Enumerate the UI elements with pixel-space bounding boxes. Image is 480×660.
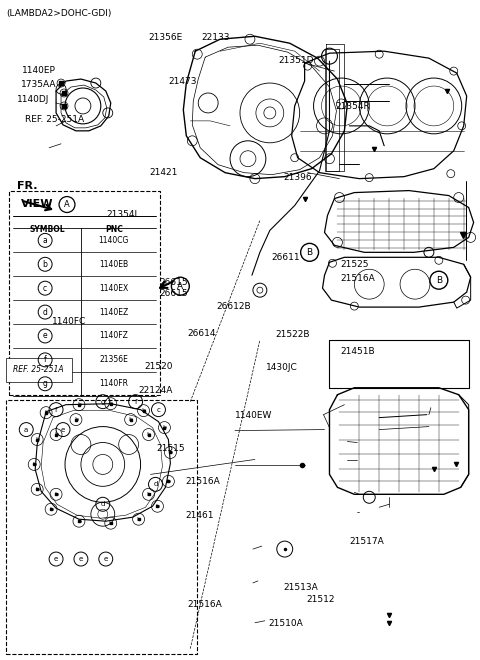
Text: (LAMBDA2>DOHC-GDI): (LAMBDA2>DOHC-GDI): [6, 9, 112, 18]
Text: 1735AA: 1735AA: [21, 81, 56, 89]
Text: b: b: [74, 417, 78, 422]
Text: f: f: [44, 355, 47, 364]
Text: 21451B: 21451B: [340, 346, 375, 356]
FancyBboxPatch shape: [9, 191, 160, 395]
Text: 21396: 21396: [283, 173, 312, 182]
Text: 26615: 26615: [159, 277, 188, 286]
Text: b: b: [54, 492, 58, 497]
Text: 26611: 26611: [271, 253, 300, 262]
Text: b: b: [146, 492, 151, 497]
Text: d: d: [101, 501, 105, 508]
Text: b: b: [43, 260, 48, 269]
Text: e: e: [54, 556, 58, 562]
Text: 1140FR: 1140FR: [99, 379, 128, 388]
Text: b: b: [77, 519, 81, 523]
Text: 21520: 21520: [144, 362, 173, 371]
Text: 21354L: 21354L: [107, 211, 140, 220]
Text: c: c: [43, 284, 47, 292]
Text: g: g: [101, 399, 105, 405]
Text: b: b: [54, 432, 58, 437]
Text: REF. 25-251A: REF. 25-251A: [25, 115, 84, 124]
Text: b: b: [146, 432, 151, 437]
Text: e: e: [104, 556, 108, 562]
Text: REF. 25-251A: REF. 25-251A: [13, 366, 64, 374]
Text: 1140EX: 1140EX: [99, 284, 128, 292]
Text: B: B: [436, 276, 442, 284]
Text: b: b: [162, 425, 167, 430]
Text: 1140FZ: 1140FZ: [99, 331, 128, 341]
Text: e: e: [43, 331, 48, 341]
Text: PNC: PNC: [105, 226, 123, 234]
Text: 21522B: 21522B: [276, 330, 310, 339]
Text: b: b: [49, 507, 53, 512]
Text: b: b: [167, 479, 170, 484]
Text: A: A: [177, 282, 183, 290]
Text: 21356E: 21356E: [99, 355, 128, 364]
Text: b: b: [156, 504, 159, 509]
Text: 21513A: 21513A: [283, 583, 318, 592]
Text: 1140EW: 1140EW: [235, 411, 273, 420]
Text: b: b: [109, 521, 113, 525]
Text: b: b: [129, 417, 132, 422]
Text: 21516A: 21516A: [188, 600, 222, 609]
Text: B: B: [307, 248, 312, 257]
Text: c: c: [156, 407, 160, 412]
Text: 22124A: 22124A: [139, 386, 173, 395]
Text: b: b: [35, 437, 39, 442]
Text: b: b: [142, 408, 145, 413]
Text: 1140FC: 1140FC: [51, 317, 86, 326]
Text: f: f: [134, 399, 137, 405]
Text: b: b: [35, 487, 39, 492]
Text: 21473: 21473: [168, 77, 197, 86]
Text: g: g: [43, 379, 48, 388]
Text: 26614: 26614: [188, 329, 216, 338]
Text: 21510A: 21510A: [269, 619, 303, 628]
Text: b: b: [32, 462, 36, 467]
Text: d: d: [153, 481, 157, 487]
Text: 1140DJ: 1140DJ: [17, 95, 49, 104]
Text: 1140EZ: 1140EZ: [99, 308, 128, 317]
Text: FR.: FR.: [17, 181, 38, 191]
Text: e: e: [79, 556, 83, 562]
Text: e: e: [61, 426, 65, 432]
Text: 21351D: 21351D: [278, 56, 313, 65]
Text: 21517A: 21517A: [350, 537, 384, 546]
Text: 1140EP: 1140EP: [23, 66, 56, 75]
FancyBboxPatch shape: [6, 400, 197, 653]
Text: VIEW: VIEW: [21, 199, 54, 209]
Text: A: A: [64, 200, 70, 209]
Text: 21516A: 21516A: [340, 275, 375, 283]
Text: a: a: [24, 426, 28, 432]
Text: b: b: [109, 401, 113, 406]
Text: a: a: [43, 236, 48, 245]
Text: 22133: 22133: [202, 33, 230, 42]
Text: 21516A: 21516A: [185, 477, 220, 486]
Text: 26615: 26615: [159, 289, 188, 298]
Text: b: b: [137, 517, 141, 521]
Text: 1140EB: 1140EB: [99, 260, 128, 269]
Text: d: d: [43, 308, 48, 317]
Text: SYMBOL: SYMBOL: [29, 226, 65, 234]
Text: 21461: 21461: [185, 511, 214, 520]
Text: 21512: 21512: [307, 595, 336, 604]
Text: b: b: [168, 450, 172, 455]
Text: 21356E: 21356E: [148, 33, 183, 42]
Text: 21421: 21421: [149, 168, 178, 177]
Text: b: b: [77, 402, 81, 407]
Text: 21354R: 21354R: [336, 102, 370, 111]
Text: 21525: 21525: [340, 260, 369, 269]
Text: f: f: [55, 407, 57, 412]
Text: 21515: 21515: [156, 444, 185, 453]
Text: b: b: [44, 410, 48, 415]
Text: 1430JC: 1430JC: [266, 363, 298, 372]
Text: 26612B: 26612B: [216, 302, 251, 312]
Text: 1140CG: 1140CG: [98, 236, 129, 245]
